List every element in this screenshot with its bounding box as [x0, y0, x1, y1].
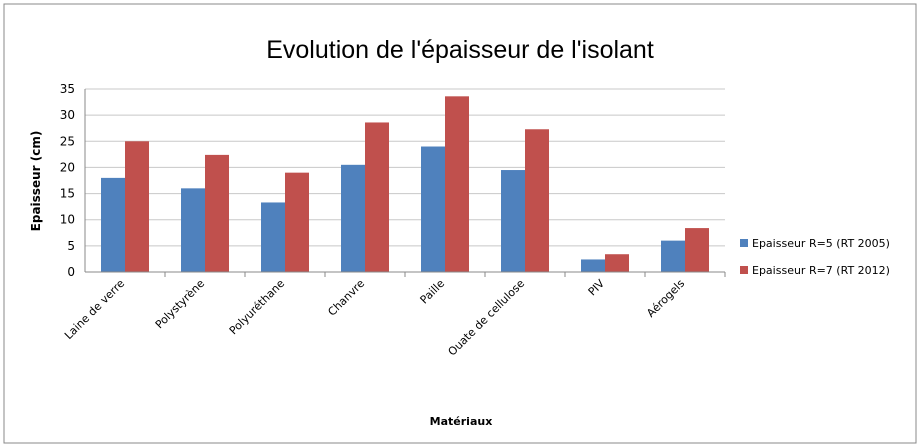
- bar: [581, 259, 605, 272]
- legend-label: Epaisseur R=5 (RT 2005): [752, 237, 890, 250]
- bar: [205, 154, 229, 272]
- y-tick-label: 10: [60, 213, 75, 227]
- bar: [525, 129, 549, 272]
- legend-swatch: [740, 239, 748, 247]
- bar: [501, 170, 525, 272]
- y-tick-label: 25: [60, 134, 75, 148]
- bar: [125, 141, 149, 272]
- bar: [421, 146, 445, 272]
- y-tick-label: 5: [67, 239, 75, 253]
- y-tick-label: 15: [60, 187, 75, 201]
- y-tick-label: 0: [67, 265, 75, 279]
- bar: [661, 240, 685, 272]
- bar: [181, 188, 205, 272]
- bar: [445, 96, 469, 272]
- bar: [101, 177, 125, 272]
- chart-title: Evolution de l'épaisseur de l'isolant: [266, 36, 654, 64]
- x-axis-label: Matériaux: [430, 415, 493, 428]
- y-axis-label: Epaisseur (cm): [29, 131, 43, 232]
- bar: [285, 172, 309, 272]
- bar: [685, 228, 709, 272]
- bar: [605, 254, 629, 272]
- y-tick-label: 35: [60, 82, 75, 96]
- bar: [341, 164, 365, 272]
- y-tick-label: 20: [60, 160, 75, 174]
- bar: [365, 122, 389, 272]
- legend-swatch: [740, 266, 748, 274]
- y-tick-label: 30: [60, 108, 75, 122]
- legend-label: Epaisseur R=7 (RT 2012): [752, 264, 890, 277]
- bar: [261, 202, 285, 272]
